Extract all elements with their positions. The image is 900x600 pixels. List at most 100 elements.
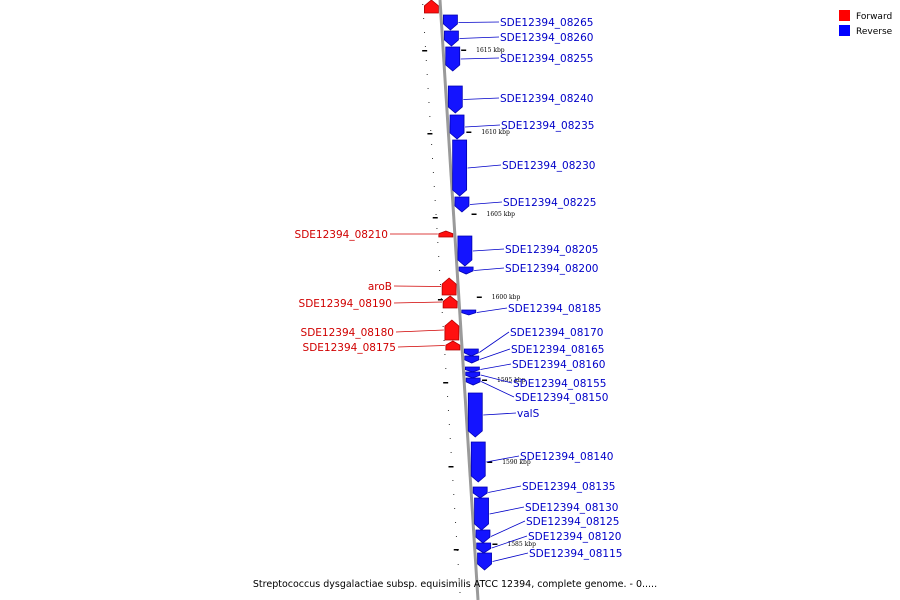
minor-tick xyxy=(429,116,431,117)
gene-sde12394-08140 xyxy=(470,441,486,483)
major-tick xyxy=(437,299,443,301)
gene-sde12394-08200 xyxy=(458,266,474,275)
minor-tick xyxy=(457,564,459,565)
minor-tick xyxy=(454,508,456,509)
minor-tick xyxy=(426,74,428,75)
minor-tick xyxy=(459,592,461,593)
gene-label-leader xyxy=(460,57,500,60)
gene-label: SDE12394_08265 xyxy=(500,17,593,29)
gene-sde12394-08260 xyxy=(444,30,459,47)
gene-label: SDE12394_08160 xyxy=(512,359,605,371)
minor-tick xyxy=(447,396,449,397)
gene-label: SDE12394_08125 xyxy=(526,516,619,528)
gene-label-leader xyxy=(469,201,503,205)
gene-label-leader xyxy=(480,374,513,384)
gene-arob xyxy=(441,277,457,296)
legend-swatch-reverse xyxy=(839,25,850,36)
minor-tick xyxy=(444,354,446,355)
gene-label: SDE12394_08190 xyxy=(299,298,392,310)
minor-tick xyxy=(439,284,441,285)
major-tick xyxy=(448,466,454,468)
gene-features xyxy=(424,0,492,571)
minor-tick xyxy=(428,102,430,103)
gene-label-leader xyxy=(467,164,502,169)
gene-sde12394-08265 xyxy=(443,14,458,31)
gene-label: valS xyxy=(517,408,540,420)
gene-sde12394-08135 xyxy=(472,486,488,499)
minor-tick xyxy=(439,270,441,271)
minor-tick xyxy=(422,4,424,5)
gene-label-leader xyxy=(489,506,525,515)
kbp-tick xyxy=(461,49,467,51)
kbp-tick-label: 1585 kbp xyxy=(507,541,536,548)
minor-tick xyxy=(431,144,433,145)
gene-label: SDE12394_08120 xyxy=(528,531,621,543)
gene-label: SDE12394_08210 xyxy=(295,229,388,241)
gene-label-leader xyxy=(458,21,500,23)
gene-sde12394-08155 xyxy=(465,371,481,379)
minor-tick xyxy=(434,200,436,201)
gene-sde12394-08255 xyxy=(445,46,461,72)
major-tick xyxy=(432,217,438,219)
gene-label-leader xyxy=(483,412,517,416)
gene-label: SDE12394_08235 xyxy=(501,120,594,132)
gene-label: SDE12394_08185 xyxy=(508,303,601,315)
legend-label-forward: Forward xyxy=(856,12,892,22)
gene-label-leader xyxy=(465,124,501,128)
gene-sde12394-08205 xyxy=(457,235,473,267)
gene-label-leader xyxy=(476,307,508,313)
gene-label-leader xyxy=(491,535,528,549)
gene-labels: SDE12394_08265 SDE12394_08260 SDE12394_082… xyxy=(295,17,622,562)
minor-tick xyxy=(442,326,444,327)
gene-label: SDE12394_08165 xyxy=(511,344,604,356)
minor-tick xyxy=(424,46,426,47)
gene-label-leader xyxy=(393,301,443,304)
minor-tick xyxy=(432,158,434,159)
gene-sde12394-08130 xyxy=(474,497,489,531)
minor-tick xyxy=(438,256,440,257)
gene-sde12394-08120 xyxy=(476,542,492,554)
gene-sde12394-08160 xyxy=(464,366,480,373)
gene-label: SDE12394_08200 xyxy=(505,263,598,275)
gene-label: SDE12394_08175 xyxy=(303,342,396,354)
minor-tick xyxy=(445,368,447,369)
gene-sde12394-08165 xyxy=(464,355,480,364)
gene-label: SDE12394_08255 xyxy=(500,53,593,65)
kbp-tick-label: 1590 kbp xyxy=(502,459,531,466)
gene-sde12394-08170 xyxy=(463,348,479,357)
gene-sde12394-08235 xyxy=(449,114,465,140)
gene-sde12394-08180 xyxy=(444,319,460,341)
major-tick xyxy=(422,50,428,52)
gene-label: SDE12394_08205 xyxy=(505,244,598,256)
minor-tick xyxy=(433,186,435,187)
kbp-tick xyxy=(492,543,498,545)
gene-sde12394-08190 xyxy=(442,295,458,309)
gene-label-leader xyxy=(395,329,444,333)
kbp-tick-label: 1605 kbp xyxy=(487,211,516,218)
gene-label-leader xyxy=(397,345,445,348)
gene-label-leader xyxy=(393,285,442,287)
major-tick xyxy=(443,382,449,384)
kbp-tick xyxy=(482,379,488,381)
gene-label-leader xyxy=(479,348,511,360)
gene-label: SDE12394_08150 xyxy=(515,392,608,404)
gene-label: SDE12394_08230 xyxy=(502,160,595,172)
major-tick xyxy=(453,549,459,551)
gene-label-leader xyxy=(480,363,512,370)
gene-label-leader xyxy=(463,97,500,100)
major-tick xyxy=(427,133,433,135)
minor-tick xyxy=(427,88,429,89)
gene-label-leader xyxy=(492,552,529,562)
gene-label: SDE12394_08180 xyxy=(301,327,394,339)
minor-tick xyxy=(455,536,457,537)
minor-tick xyxy=(453,494,455,495)
gene-label: SDE12394_08130 xyxy=(525,502,618,514)
gene-sde12394-08210 xyxy=(438,230,454,238)
minor-tick xyxy=(458,578,460,579)
minor-tick xyxy=(435,214,437,215)
minor-tick xyxy=(452,480,454,481)
gene-sde12394-08185 xyxy=(461,309,477,316)
gene-label-leader xyxy=(474,267,505,271)
gene-sde12394-08175 xyxy=(445,340,461,351)
